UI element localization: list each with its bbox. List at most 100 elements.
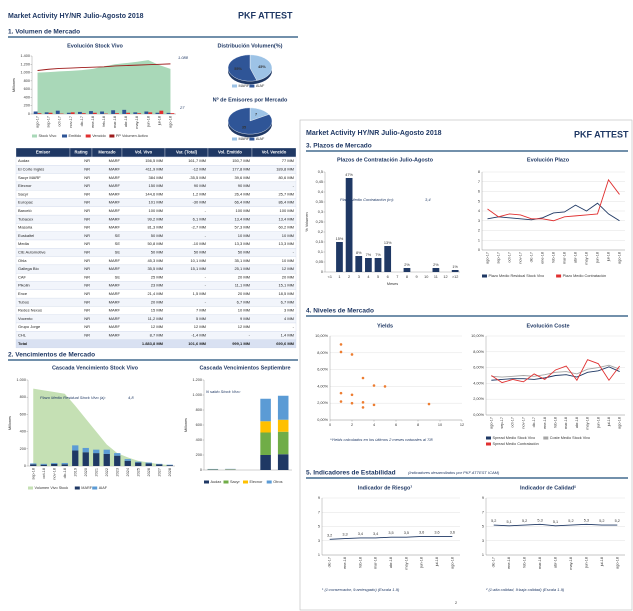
bar bbox=[33, 111, 38, 114]
x-tick-label: 3 bbox=[358, 275, 360, 279]
point bbox=[339, 343, 343, 346]
bar bbox=[365, 258, 372, 272]
table-cell: 26,4 MM bbox=[234, 191, 250, 196]
table-cell: 3 MM bbox=[284, 308, 294, 313]
bar bbox=[92, 112, 97, 114]
y-tick-label: 800 bbox=[196, 408, 202, 412]
table-cell: Audax bbox=[18, 158, 29, 163]
x-tick-label: 4 bbox=[373, 423, 375, 427]
table-cell: Sacyr MARF bbox=[18, 175, 41, 180]
legend-label: MARF bbox=[239, 84, 250, 88]
bar bbox=[277, 431, 289, 455]
data-label: 2% bbox=[404, 263, 410, 267]
table-header: Var. (Total) bbox=[176, 150, 198, 155]
y-tick-label: 0,15 bbox=[316, 240, 323, 244]
table-cell: Barceló bbox=[18, 208, 32, 213]
y-tick-label: 800 bbox=[24, 79, 30, 83]
bar bbox=[61, 464, 68, 466]
bar bbox=[124, 459, 131, 461]
x-tick-label: mar-18 bbox=[564, 417, 568, 429]
point bbox=[350, 401, 354, 405]
x-tick-label: oct-17 bbox=[511, 417, 515, 428]
page-title: Market Activity HY/NR Julio-Agosto 2018 bbox=[306, 130, 442, 137]
y-tick-label: 8 bbox=[478, 170, 480, 174]
y-tick-label: 800 bbox=[20, 395, 26, 399]
point bbox=[350, 353, 354, 356]
table-cell: 77 MM bbox=[282, 158, 294, 163]
bar bbox=[72, 450, 79, 466]
table-cell: 156,5 MM bbox=[145, 158, 163, 163]
bar bbox=[115, 113, 119, 114]
bar bbox=[133, 112, 138, 114]
y-tick-label: 0 bbox=[321, 270, 323, 274]
bar bbox=[122, 109, 127, 114]
data-label: 5,2 bbox=[491, 519, 496, 523]
x-tick-label: dic-17 bbox=[530, 252, 534, 262]
table-cell: 45,3 MM bbox=[147, 258, 163, 263]
bar bbox=[51, 463, 58, 466]
table-cell: MARF bbox=[109, 283, 121, 288]
table-cell: -30 MM bbox=[192, 200, 206, 205]
line bbox=[487, 178, 620, 222]
table-header: Vol. Vivo bbox=[135, 150, 153, 155]
y-tick-label: 1.200 bbox=[192, 378, 202, 382]
data-label: 3,6 bbox=[450, 530, 455, 534]
table-cell: 81,3 MM bbox=[147, 225, 163, 230]
annotation: 4,8 bbox=[128, 395, 134, 400]
chart-title: Cascada Vencimientos Septiembre bbox=[199, 365, 290, 371]
x-tick-label: nov-17 bbox=[519, 252, 523, 264]
table-cell: 25,1 MM bbox=[234, 266, 250, 271]
table-cell: Gallega Bio bbox=[18, 266, 39, 271]
x-tick-label: dic-17 bbox=[532, 417, 536, 427]
x-tick-label: jul-18 bbox=[607, 252, 611, 262]
line bbox=[491, 359, 621, 384]
x-tick-label: feb-18 bbox=[358, 557, 362, 568]
table-cell: Vocento bbox=[18, 316, 33, 321]
table-cell: -12 MM bbox=[192, 167, 206, 172]
legend-label: MARF bbox=[239, 137, 250, 141]
x-tick-label: 12 bbox=[443, 275, 447, 279]
y-tick-label: 4,00% bbox=[317, 384, 328, 388]
x-tick-label: may-18 bbox=[135, 116, 139, 129]
x-tick-label: ago-18 bbox=[168, 116, 172, 128]
table-cell: NR bbox=[84, 324, 90, 329]
table-cell: 11,1 MM bbox=[235, 283, 250, 288]
table-cell: MARF bbox=[109, 308, 121, 313]
point bbox=[361, 406, 365, 409]
table-cell: NR bbox=[84, 200, 90, 205]
legend-swatch bbox=[249, 137, 255, 141]
x-tick-label: 2022 bbox=[105, 468, 109, 476]
legend-label: Coste Medio Stock Vivo bbox=[550, 436, 590, 440]
x-tick-label: 2023 bbox=[115, 468, 119, 476]
chart-title: Indicador de Riesgo¹ bbox=[358, 484, 413, 491]
annotation: *Yields calculados en los últimos 2 mese… bbox=[330, 437, 433, 442]
table-cell: MARF bbox=[109, 324, 121, 329]
section-title: 2. Vencimientos de Mercado bbox=[8, 352, 95, 359]
y-tick-label: 400 bbox=[196, 438, 202, 442]
bar bbox=[403, 268, 411, 272]
chart-title: Distribución Volumen(%) bbox=[218, 43, 283, 49]
legend-swatch bbox=[28, 486, 33, 490]
legend-swatch bbox=[232, 84, 237, 88]
x-tick-label: 0 bbox=[329, 423, 331, 427]
table-cell: 13,3 MM bbox=[234, 241, 250, 246]
table-header: Mercado bbox=[98, 150, 116, 155]
legend-label: Audax bbox=[211, 480, 222, 484]
x-tick-label: abr-18 bbox=[574, 252, 578, 263]
table-cell: MARF bbox=[109, 167, 121, 172]
bar bbox=[48, 112, 53, 114]
x-tick-label: 9 bbox=[416, 275, 418, 279]
table-cell: 384 MM bbox=[149, 175, 163, 180]
y-tick-label: 6,00% bbox=[473, 366, 484, 370]
table-cell: NR bbox=[84, 291, 90, 296]
table-cell: 12 MM bbox=[238, 324, 250, 329]
bar bbox=[432, 268, 440, 272]
x-tick-label: 2020 bbox=[84, 468, 88, 476]
table-cell: NR bbox=[84, 225, 90, 230]
table-cell: NR bbox=[84, 167, 90, 172]
line bbox=[493, 523, 618, 527]
table-header: Rating bbox=[74, 150, 87, 155]
table-cell: MARF bbox=[109, 258, 121, 263]
bar bbox=[159, 110, 164, 114]
table-cell: 1,4 MM bbox=[281, 333, 294, 338]
